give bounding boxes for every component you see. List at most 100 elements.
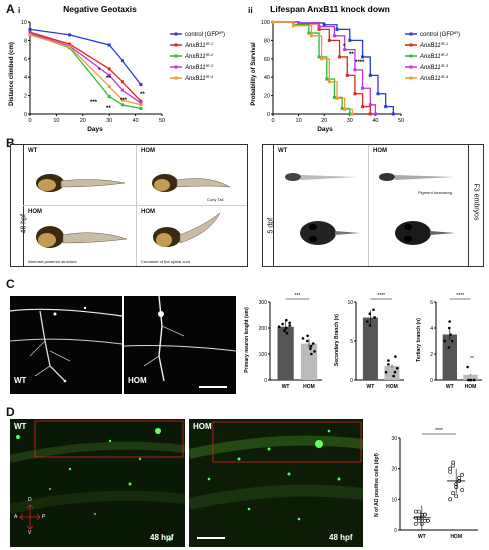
ao-image-hom: HOM 48 hpf <box>189 419 363 547</box>
data-point <box>448 327 451 330</box>
data-point <box>306 335 309 338</box>
data-point <box>443 340 446 343</box>
series-line <box>273 22 375 114</box>
x-tick-label: HOM <box>303 384 315 390</box>
data-point <box>348 39 351 42</box>
label-hom: HOM <box>128 376 147 385</box>
x-tick-label: HOM <box>386 384 398 390</box>
data-point <box>108 85 111 88</box>
data-point <box>392 375 395 378</box>
neuron-image-wt: WT <box>10 296 122 394</box>
data-point <box>369 324 372 327</box>
y-axis-label: Distance climbed (cm) <box>9 42 15 106</box>
x-tick-label: 10 <box>296 118 302 124</box>
axis-d: D <box>28 497 32 503</box>
data-point <box>361 55 364 58</box>
x-tick-label: 20 <box>80 118 86 124</box>
data-point <box>288 322 291 325</box>
data-point <box>385 371 388 374</box>
y-tick-label: 0 <box>24 112 27 118</box>
data-point <box>473 379 476 382</box>
x-tick-label: WT <box>418 534 426 540</box>
x-tick-label: 30 <box>347 118 353 124</box>
label-hom: HOM <box>193 422 212 431</box>
embryo-48hpf-panel: 48 hpf WT HOM HOM HOM Curly Tail Aberran… <box>10 144 248 267</box>
data-point <box>292 24 295 27</box>
data-point <box>108 67 111 70</box>
y-tick-label: 0 <box>264 378 267 384</box>
data-point <box>414 522 417 525</box>
y-axis-label: Secondary Branch (n) <box>334 314 340 366</box>
y-tick-label: 0 <box>394 528 397 534</box>
label-wt: WT <box>278 148 287 154</box>
bar <box>363 318 378 380</box>
legend-label: AnxB11IR-4 <box>419 74 449 82</box>
data-point <box>323 23 326 26</box>
data-point <box>458 476 461 479</box>
panel-label-c: C <box>6 277 15 291</box>
data-point <box>283 329 286 332</box>
annotation: ** <box>470 356 474 362</box>
significance-mark: **** <box>456 293 464 299</box>
data-point <box>387 359 390 362</box>
legend-marker <box>410 77 413 80</box>
data-point <box>394 355 397 358</box>
data-point <box>353 68 356 71</box>
y-tick-label: 6 <box>430 300 433 306</box>
neuron-image-hom: HOM <box>124 296 236 394</box>
data-point <box>310 353 313 356</box>
data-point <box>466 366 469 369</box>
caption-aberrant: Aberrant posterior structure <box>28 259 77 264</box>
data-point <box>341 107 344 110</box>
ao-image-wt: WT D V A P 48 hpf <box>10 419 185 547</box>
axis-p: P <box>42 514 45 520</box>
y-axis-label: N of AO positive cells (dpf) <box>374 453 380 517</box>
x-tick-label: HOM <box>450 534 462 540</box>
data-point <box>68 45 71 48</box>
data-point <box>449 467 452 470</box>
data-point <box>318 28 321 31</box>
data-point <box>288 324 291 327</box>
significance-mark: **** <box>355 60 365 66</box>
y-tick-label: 200 <box>259 326 268 332</box>
data-point <box>448 346 451 349</box>
data-point <box>369 74 372 77</box>
data-point <box>333 96 336 99</box>
time-label: 48 hpf <box>150 533 174 542</box>
embryo-hom-curvature <box>153 213 220 247</box>
embryo-wt <box>36 174 125 192</box>
data-point <box>361 105 364 108</box>
x-tick-label: WT <box>367 384 375 390</box>
caption-pigment: Pigment increasing <box>418 190 452 195</box>
chart-title: Lifespan AnxB11 knock down <box>270 4 390 14</box>
legend-label: AnxB11IR-2 <box>184 52 214 60</box>
data-point <box>361 87 364 90</box>
data-point <box>366 320 369 323</box>
y-tick-label: 2 <box>430 352 433 358</box>
data-point <box>452 492 455 495</box>
data-point <box>461 489 464 492</box>
data-point <box>297 21 300 24</box>
data-point <box>285 327 288 330</box>
legend-label: AnxB11IR-3 <box>419 63 449 71</box>
panel-label-d: D <box>6 405 15 419</box>
data-point <box>387 363 390 366</box>
data-point <box>448 320 451 323</box>
embryo-hom-aberrant <box>36 226 127 248</box>
data-point <box>121 80 124 83</box>
tertiary-branch-chart: Tertiary branch (n) 0246WT HOM****** <box>412 290 489 400</box>
data-point <box>286 332 289 335</box>
x-tick-label: 10 <box>53 118 59 124</box>
label-wt: WT <box>14 422 26 431</box>
data-point <box>368 312 371 315</box>
data-point <box>307 32 310 35</box>
axis-v: V <box>28 530 31 536</box>
data-point <box>278 325 281 328</box>
y-tick-label: 100 <box>259 352 268 358</box>
data-point <box>29 28 32 31</box>
time-label: 48 hpf <box>329 533 353 542</box>
data-point <box>374 113 377 116</box>
y-tick-label: 0 <box>350 378 353 384</box>
data-point <box>328 80 331 83</box>
scale-bar <box>199 386 227 388</box>
